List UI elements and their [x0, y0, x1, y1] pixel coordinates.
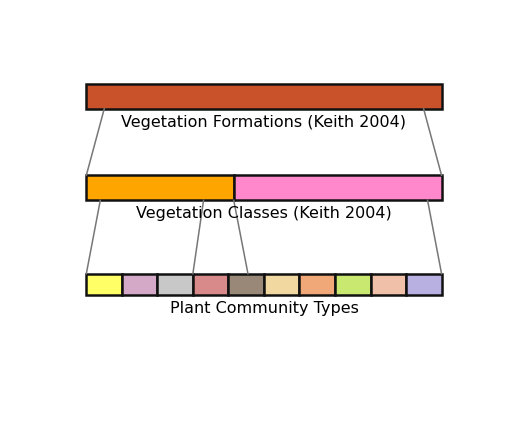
- Text: Vegetation Formations (Keith 2004): Vegetation Formations (Keith 2004): [122, 115, 406, 129]
- Bar: [406, 274, 441, 295]
- Bar: [158, 274, 193, 295]
- Bar: [122, 274, 158, 295]
- Bar: [335, 274, 370, 295]
- Bar: [234, 175, 441, 200]
- Bar: [193, 274, 229, 295]
- Bar: [229, 274, 264, 295]
- Text: Plant Community Types: Plant Community Types: [169, 301, 358, 317]
- Bar: [299, 274, 335, 295]
- Bar: [264, 274, 299, 295]
- Bar: [87, 175, 234, 200]
- Text: Vegetation Classes (Keith 2004): Vegetation Classes (Keith 2004): [136, 207, 392, 221]
- Bar: [87, 274, 122, 295]
- Bar: [87, 84, 441, 109]
- Bar: [370, 274, 406, 295]
